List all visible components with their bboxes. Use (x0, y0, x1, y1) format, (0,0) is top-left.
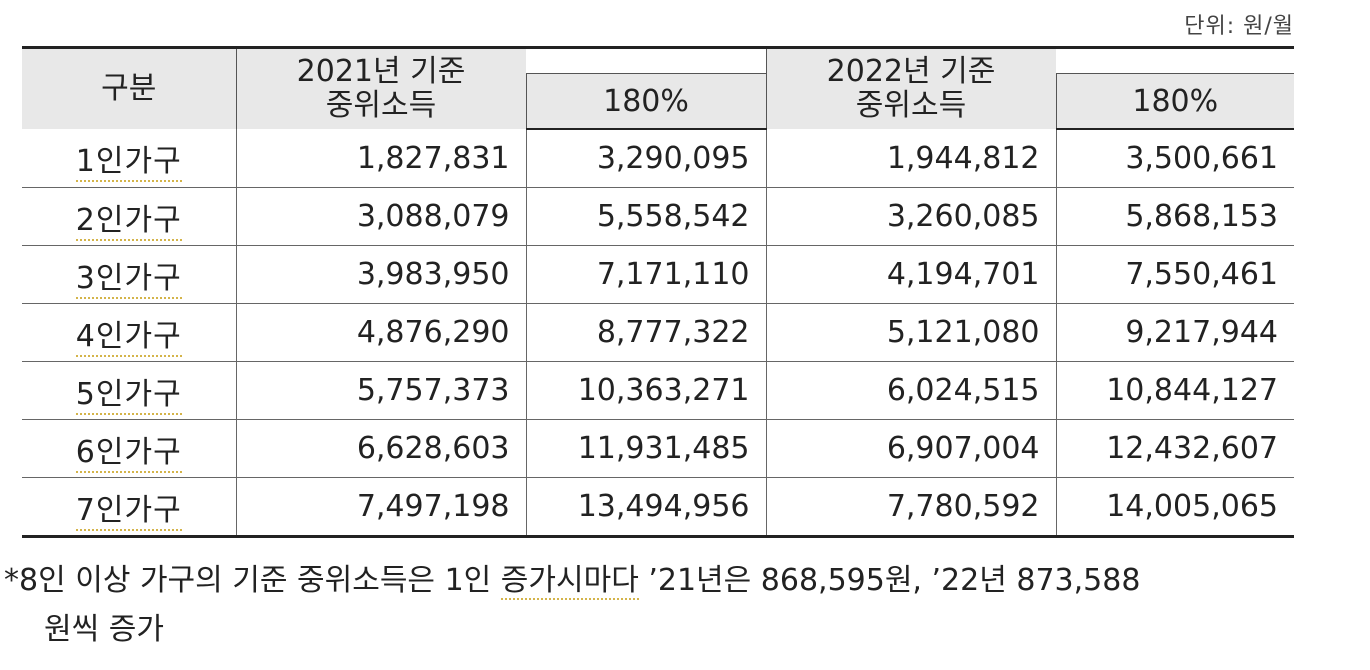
cell-180pct-2022: 10,844,127 (1055, 361, 1294, 420)
row-label: 3인가구 (22, 245, 236, 304)
unit-label: 단위: 원/월 (1184, 14, 1294, 39)
table-row: 3인가구 3,983,950 7,171,110 4,194,701 7,550,461 (22, 245, 1294, 304)
footnote-text-underlined: 증가시마다 (500, 563, 639, 600)
cell-median-2021: 6,628,603 (235, 419, 526, 478)
cell-180pct-2021: 7,171,110 (525, 245, 766, 304)
cell-median-2021: 7,497,198 (235, 477, 526, 538)
cell-180pct-2022: 12,432,607 (1055, 419, 1294, 478)
cell-median-2021: 4,876,290 (235, 303, 526, 362)
row-label-text: 7인가구 (75, 492, 182, 531)
footnote: *8인 이상 가구의 기준 중위소득은 1인 증가시마다 ’21년은 868,5… (4, 553, 1370, 609)
cell-median-2022: 7,780,592 (765, 477, 1056, 538)
header-median-2021: 2021년 기준 중위소득 (235, 46, 526, 129)
cell-median-2022: 4,194,701 (765, 245, 1056, 304)
table-row: 6인가구 6,628,603 11,931,485 6,907,004 12,432,6… (22, 419, 1294, 478)
cell-median-2022: 5,121,080 (765, 303, 1056, 362)
table-row: 1인가구 1,827,831 3,290,095 1,944,812 3,500,661 (22, 129, 1294, 188)
footnote-line2: 원씩 증가 (44, 612, 164, 647)
cell-180pct-2021: 10,363,271 (525, 361, 766, 420)
cell-median-2022: 6,907,004 (765, 419, 1056, 478)
cell-180pct-2022: 7,550,461 (1055, 245, 1294, 304)
header-180pct-2022: 180% (1055, 73, 1294, 130)
row-label: 5인가구 (22, 361, 236, 420)
table-row: 5인가구 5,757,373 10,363,271 6,024,515 10,844,1… (22, 361, 1294, 420)
header-median-2022: 2022년 기준 중위소득 (765, 46, 1056, 129)
table-row: 7인가구 7,497,198 13,494,956 7,780,592 14,005,0… (22, 477, 1294, 538)
row-label-text: 1인가구 (75, 144, 182, 182)
table-row: 2인가구 3,088,079 5,558,542 3,260,085 5,868,153 (22, 187, 1294, 246)
cell-median-2021: 3,983,950 (235, 245, 526, 304)
header-category: 구분 (22, 46, 236, 129)
row-label: 4인가구 (22, 303, 236, 362)
cell-180pct-2022: 9,217,944 (1055, 303, 1294, 362)
row-label: 1인가구 (22, 129, 236, 188)
row-label-text: 2인가구 (75, 202, 182, 241)
cell-180pct-2021: 8,777,322 (525, 303, 766, 362)
header-spacer-2021 (526, 46, 766, 74)
row-label-text: 6인가구 (75, 434, 182, 473)
row-label: 6인가구 (22, 419, 236, 478)
row-label: 7인가구 (22, 477, 236, 538)
median-income-table: 구분 2021년 기준 중위소득 2022년 기준 중위소득 180% 180%… (22, 46, 1294, 538)
footnote-text-after: ’21년은 868,595원, ’22년 873,588 (638, 563, 1141, 598)
cell-180pct-2021: 11,931,485 (525, 419, 766, 478)
row-label-text: 3인가구 (75, 260, 182, 299)
cell-180pct-2021: 13,494,956 (525, 477, 766, 538)
footnote-text-before: *8인 이상 가구의 기준 중위소득은 1인 (4, 563, 501, 598)
table-row: 4인가구 4,876,290 8,777,322 5,121,080 9,217,944 (22, 303, 1294, 362)
row-label-text: 5인가구 (75, 376, 182, 415)
cell-median-2022: 6,024,515 (765, 361, 1056, 420)
cell-180pct-2022: 14,005,065 (1055, 477, 1294, 538)
header-spacer-2022 (1056, 46, 1294, 74)
cell-median-2021: 5,757,373 (235, 361, 526, 420)
cell-180pct-2021: 3,290,095 (525, 129, 766, 188)
cell-180pct-2022: 3,500,661 (1055, 129, 1294, 188)
cell-median-2022: 3,260,085 (765, 187, 1056, 246)
row-label: 2인가구 (22, 187, 236, 246)
cell-180pct-2022: 5,868,153 (1055, 187, 1294, 246)
header-180pct-2021: 180% (525, 73, 766, 130)
cell-median-2022: 1,944,812 (765, 129, 1056, 188)
cell-180pct-2021: 5,558,542 (525, 187, 766, 246)
row-label-text: 4인가구 (75, 318, 182, 357)
cell-median-2021: 1,827,831 (235, 129, 526, 188)
cell-median-2021: 3,088,079 (235, 187, 526, 246)
